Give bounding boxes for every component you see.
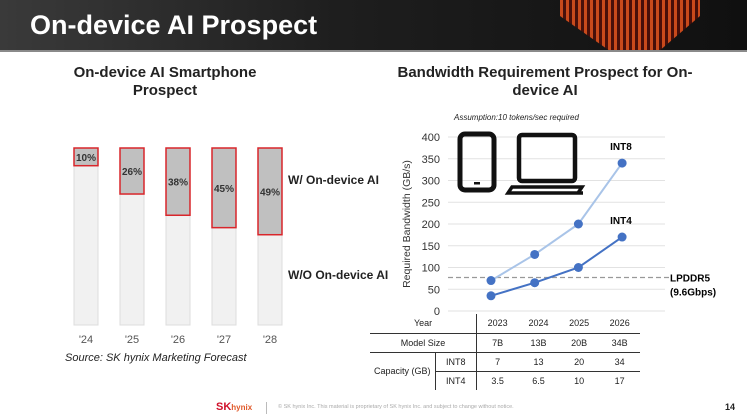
footer-notice: © SK hynix Inc. This material is proprie… bbox=[278, 404, 514, 410]
assumption-note: Assumption:10 tokens/sec required bbox=[454, 113, 579, 122]
year-cell: 2025 bbox=[569, 318, 590, 329]
model-size-cell: 34B bbox=[611, 337, 628, 348]
x-tick-label: '27 bbox=[217, 334, 231, 346]
bar-with-ai bbox=[211, 147, 237, 229]
data-point-int4 bbox=[573, 263, 583, 272]
legend-without-ai: W/O On-device AI bbox=[288, 268, 389, 282]
model-size-header: Model Size bbox=[370, 333, 478, 352]
sk-hynix-logo: SKhynix bbox=[216, 401, 253, 413]
int4-cell: 10 bbox=[574, 375, 585, 386]
smartphone-button bbox=[474, 182, 480, 185]
bar-with-ai bbox=[73, 147, 99, 167]
int8-cell: 7 bbox=[495, 356, 501, 367]
x-tick-label: '28 bbox=[263, 334, 277, 346]
model-table: Year 2023 2024 2025 2026 Model Size 7B 13B 20… bbox=[370, 314, 640, 390]
int4-header: INT4 bbox=[435, 371, 478, 390]
bar-with-ai bbox=[165, 147, 191, 217]
y-tick-label: 200 bbox=[422, 219, 440, 231]
page-number: 14 bbox=[725, 402, 736, 412]
int4-cell: 6.5 bbox=[532, 375, 545, 386]
footer-divider bbox=[266, 402, 267, 414]
int8-cell: 13 bbox=[533, 356, 544, 367]
bar-data-label: 38% bbox=[168, 178, 188, 189]
x-tick-label: '26 bbox=[171, 334, 185, 346]
bar-data-label: 10% bbox=[76, 153, 96, 164]
source-note: Source: SK hynix Marketing Forecast bbox=[65, 352, 247, 364]
series-line-int8 bbox=[490, 162, 623, 282]
y-tick-label: 150 bbox=[422, 241, 440, 253]
header-bar: On-device AI Prospect bbox=[0, 0, 747, 52]
int8-cell: 34 bbox=[614, 356, 625, 367]
y-tick-label: 400 bbox=[422, 132, 440, 144]
right-chart-title: Bandwidth Requirement Prospect for On-de… bbox=[397, 64, 693, 99]
model-size-cell: 20B bbox=[571, 337, 588, 348]
legend-with-ai: W/ On-device AI bbox=[288, 173, 379, 187]
series-label: INT4 bbox=[610, 216, 632, 227]
laptop-icon bbox=[516, 132, 578, 184]
y-axis-label: Required Bandwidth (GB/s) bbox=[401, 160, 413, 288]
bar-with-ai bbox=[119, 147, 145, 195]
laptop-keyboard bbox=[504, 185, 586, 195]
data-point-int8 bbox=[617, 158, 627, 168]
bar-data-label: 45% bbox=[214, 184, 234, 195]
capacity-header: Capacity (GB) bbox=[370, 352, 436, 390]
y-tick-label: 50 bbox=[428, 284, 440, 296]
bar-data-label: 26% bbox=[122, 167, 142, 178]
y-tick-label: 100 bbox=[422, 263, 440, 275]
year-header: Year bbox=[370, 314, 478, 333]
model-size-cell: 7B bbox=[492, 337, 504, 348]
int4-cell: 3.5 bbox=[491, 375, 504, 386]
data-point-int4 bbox=[530, 278, 540, 288]
page-title: On-device AI Prospect bbox=[30, 10, 318, 40]
data-point-int4 bbox=[486, 291, 496, 301]
y-tick-label: 0 bbox=[434, 306, 440, 318]
y-tick-label: 350 bbox=[422, 154, 440, 166]
year-cell: 2024 bbox=[528, 318, 549, 329]
data-point-int8 bbox=[486, 276, 496, 286]
y-tick-label: 300 bbox=[422, 176, 440, 188]
int4-cell: 17 bbox=[614, 375, 625, 386]
data-point-int4 bbox=[617, 232, 627, 242]
x-tick-label: '24 bbox=[79, 334, 93, 346]
int8-header: INT8 bbox=[435, 352, 478, 371]
smartphone-icon bbox=[457, 131, 497, 193]
y-tick-label: 250 bbox=[422, 197, 440, 209]
bar-without-ai bbox=[73, 147, 99, 326]
model-size-cell: 13B bbox=[530, 337, 547, 348]
series-label: INT8 bbox=[610, 142, 632, 153]
bar-with-ai bbox=[257, 147, 283, 236]
left-chart-title: On-device AI Smartphone Prospect bbox=[73, 64, 257, 99]
data-point-int8 bbox=[573, 219, 583, 229]
x-tick-label: '25 bbox=[125, 334, 139, 346]
data-point-int8 bbox=[530, 249, 540, 259]
bar-data-label: 49% bbox=[260, 187, 280, 198]
reference-label: LPDDR5 bbox=[670, 274, 710, 285]
year-cell: 2026 bbox=[609, 318, 630, 329]
reference-sublabel: (9.6Gbps) bbox=[670, 288, 716, 299]
int8-cell: 20 bbox=[574, 356, 585, 367]
series-line-int4 bbox=[490, 236, 623, 297]
year-cell: 2023 bbox=[487, 318, 508, 329]
footer: SKhynix © SK hynix Inc. This material is… bbox=[0, 398, 747, 420]
